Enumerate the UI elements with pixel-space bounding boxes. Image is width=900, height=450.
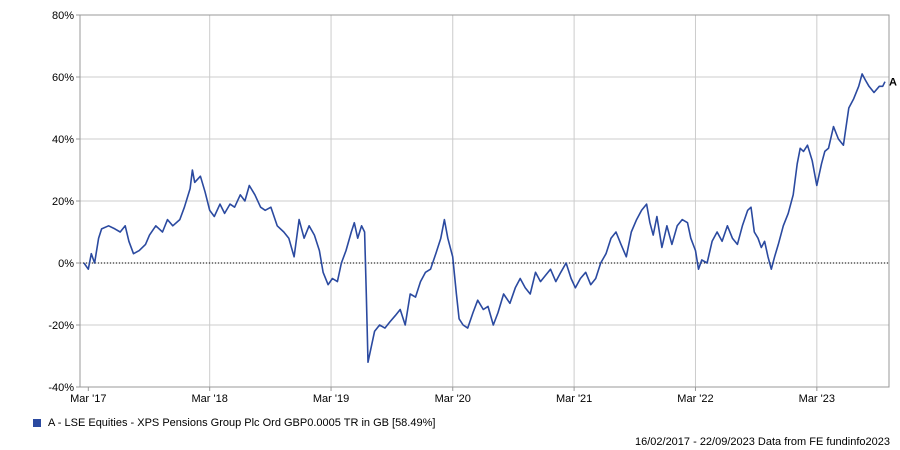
x-tick-label: Mar '21 (556, 393, 592, 405)
legend-label: A - LSE Equities - XPS Pensions Group Pl… (48, 417, 436, 429)
y-tick-label: 40% (52, 134, 74, 146)
series-line (83, 73, 886, 364)
y-axis: 80% 60% 40% 20% 0% -20% -40% (48, 10, 80, 394)
source-note: 16/02/2017 - 22/09/2023 Data from FE fun… (634, 436, 890, 448)
legend-swatch (33, 419, 41, 427)
series-layer: A (83, 73, 897, 364)
y-tick-label: 60% (52, 72, 74, 84)
x-tick-label: Mar '18 (192, 393, 228, 405)
x-tick-label: Mar '23 (799, 393, 835, 405)
x-axis: Mar '17 Mar '18 Mar '19 Mar '20 Mar '21 Mar '… (70, 387, 835, 405)
y-tick-label: -20% (48, 320, 74, 332)
x-tick-label: Mar '19 (313, 393, 349, 405)
y-tick-label: 0% (58, 258, 74, 270)
gridlines (80, 15, 889, 387)
x-tick-label: Mar '17 (70, 393, 106, 405)
y-tick-label: 20% (52, 196, 74, 208)
y-tick-label: 80% (52, 10, 74, 22)
series-end-label: A (889, 77, 897, 89)
y-tick-label: -40% (48, 382, 74, 394)
legend: A - LSE Equities - XPS Pensions Group Pl… (33, 417, 435, 429)
x-tick-label: Mar '22 (677, 393, 713, 405)
x-tick-label: Mar '20 (435, 393, 471, 405)
